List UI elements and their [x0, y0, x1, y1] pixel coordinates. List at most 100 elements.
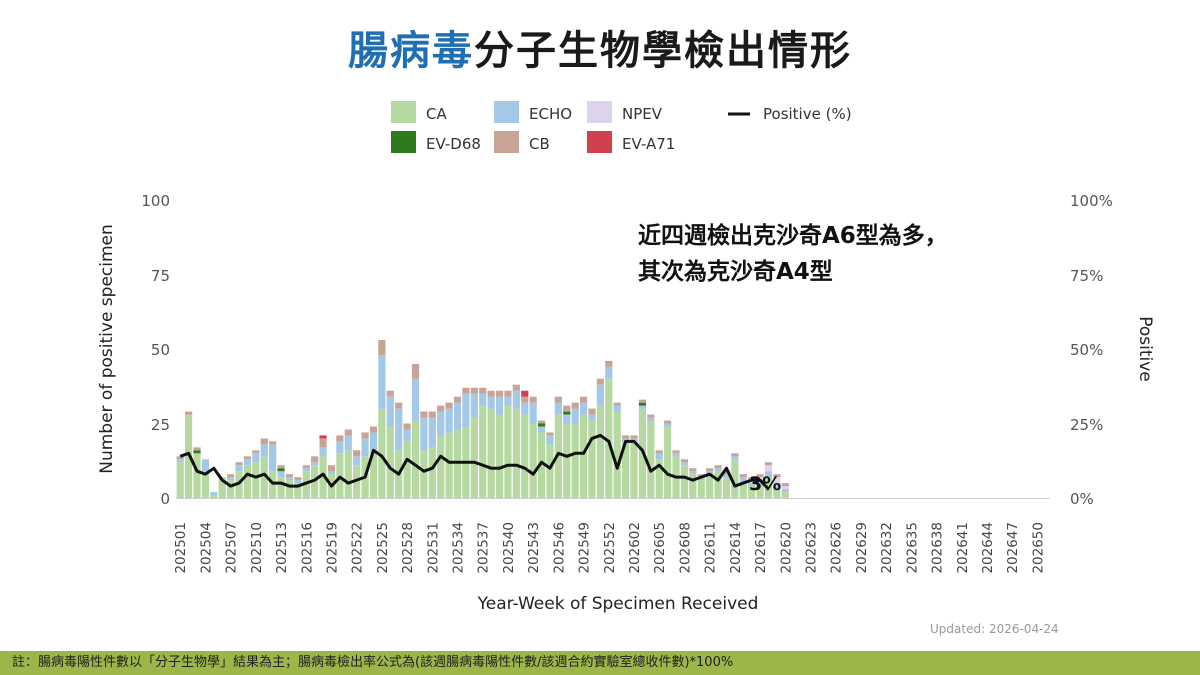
bar-segment-cb — [411, 363, 420, 379]
bar-segment-echo — [537, 426, 546, 433]
bar-segment-cb — [445, 402, 453, 409]
bar-segment-ca — [563, 423, 571, 498]
x-tick-label: 202602 — [627, 522, 643, 574]
bar-segment-echo — [714, 468, 722, 472]
x-tick-label: 202540 — [501, 522, 517, 574]
title-rest: 分子生物學檢出情形 — [474, 28, 852, 74]
x-tick-label: 202638 — [930, 522, 946, 574]
x-axis-title: Year-Week of Specimen Received — [477, 594, 759, 614]
bar-segment-cb — [739, 474, 747, 478]
bar-segment-echo — [680, 462, 689, 466]
bar-segment-echo — [269, 444, 277, 472]
bar-segment-cb — [353, 450, 361, 457]
legend-label-eva71: EV-A71 — [622, 135, 675, 153]
x-tick-label: 202608 — [677, 522, 693, 574]
y-axis-title: Number of positive specimen — [97, 224, 117, 474]
bar-segment-ca — [420, 450, 428, 498]
bar-segment-cb — [470, 387, 478, 394]
bar-segment-cb — [714, 465, 722, 469]
positive-line-layer — [179, 433, 770, 491]
bar-segment-ca — [437, 435, 445, 498]
bar-segment-cb — [495, 390, 504, 397]
bar-segment-npev — [781, 486, 789, 490]
bar-segment-echo — [361, 438, 369, 457]
bar-segment-echo — [495, 396, 504, 415]
y2-tick-label: 0% — [1070, 490, 1094, 508]
bar-segment-ca — [689, 474, 697, 498]
bar-segment-echo — [672, 453, 680, 457]
x-tick-label: 202510 — [249, 522, 265, 574]
bar-segment-echo — [722, 474, 731, 478]
bar-segment-cb — [487, 390, 495, 397]
bar-segment-cb — [647, 414, 655, 418]
bar-segment-ca — [647, 420, 655, 498]
bar-segment-echo — [655, 453, 663, 460]
bar-segment-echo — [260, 444, 268, 457]
bar-segment-cb — [596, 378, 604, 385]
bar-segment-cb — [529, 396, 537, 403]
annotation-line-1: 近四週檢出克沙奇A6型為多， — [638, 222, 948, 249]
y2-tick-label: 100% — [1070, 192, 1113, 210]
bar-segment-cb — [722, 471, 731, 475]
y-tick-label: 0 — [160, 490, 170, 508]
bar-segment-echo — [327, 471, 336, 475]
bar-segment-cb — [664, 420, 672, 424]
bar-segment-echo — [344, 435, 352, 451]
bar-segment-echo — [504, 396, 512, 406]
bar-segment-echo — [739, 477, 747, 484]
bar-segment-echo — [420, 417, 428, 451]
x-tick-label: 202501 — [173, 522, 189, 574]
bar-segment-echo — [235, 465, 243, 472]
bar-segment-cb — [243, 456, 252, 460]
bar-segment-ca — [227, 480, 235, 498]
bar-segment-ca — [369, 450, 378, 498]
legend-label-evd68: EV-D68 — [426, 135, 481, 153]
bar-segment-ca — [579, 414, 588, 498]
bar-segment-ca — [470, 417, 478, 498]
bar-segment-cb — [176, 456, 184, 460]
bar-segment-cb — [369, 426, 378, 433]
bar-segment-ca — [605, 378, 613, 498]
bar-segment-echo — [445, 408, 453, 433]
bar-segment-ca — [386, 426, 394, 498]
bar-segment-echo — [294, 480, 302, 484]
x-tick-label: 202546 — [551, 522, 567, 574]
bar-segment-npev — [764, 465, 773, 472]
bar-segment-cb — [235, 462, 243, 466]
x-tick-label: 202525 — [375, 522, 391, 574]
x-tick-label: 202531 — [425, 522, 441, 574]
legend-swatch-eva71 — [587, 131, 612, 153]
bar-segment-ca — [319, 456, 327, 498]
x-tick-label: 202549 — [577, 522, 593, 574]
bar-segment-echo — [311, 462, 319, 466]
y-tick-label: 100 — [141, 192, 170, 210]
bar-segment-evd68 — [537, 423, 546, 427]
bar-segment-ca — [714, 471, 722, 498]
bar-segment-ca — [596, 405, 604, 498]
bar-segment-cb — [773, 474, 781, 478]
legend-swatch-echo — [494, 101, 519, 123]
bar-segment-cb — [588, 408, 596, 415]
bar-segment-ca — [571, 423, 579, 498]
bar-segment-ca — [546, 444, 554, 498]
bar-segment-echo — [546, 435, 554, 445]
bar-segment-ca — [378, 408, 386, 498]
bar-segment-cb — [437, 405, 445, 412]
bar-segment-cb — [453, 396, 462, 403]
bar-segment-cb — [479, 387, 487, 394]
legend-label-echo: ECHO — [529, 105, 572, 123]
bar-segment-ca — [664, 426, 672, 498]
bar-segment-echo — [210, 492, 218, 496]
bar-segment-cb — [462, 387, 470, 394]
bar-segment-echo — [453, 402, 462, 430]
bar-segment-ca — [428, 447, 436, 498]
bar-segment-echo — [437, 411, 445, 436]
x-tick-label: 202611 — [703, 522, 719, 574]
bar-segment-echo — [554, 402, 562, 415]
bar-segment-echo — [277, 471, 285, 478]
bar-segment-echo — [378, 354, 386, 409]
bar-segment-ca — [537, 432, 546, 498]
bar-segment-echo — [529, 402, 537, 424]
bar-segment-ca — [201, 471, 210, 498]
bar-segment-cb — [294, 477, 302, 481]
